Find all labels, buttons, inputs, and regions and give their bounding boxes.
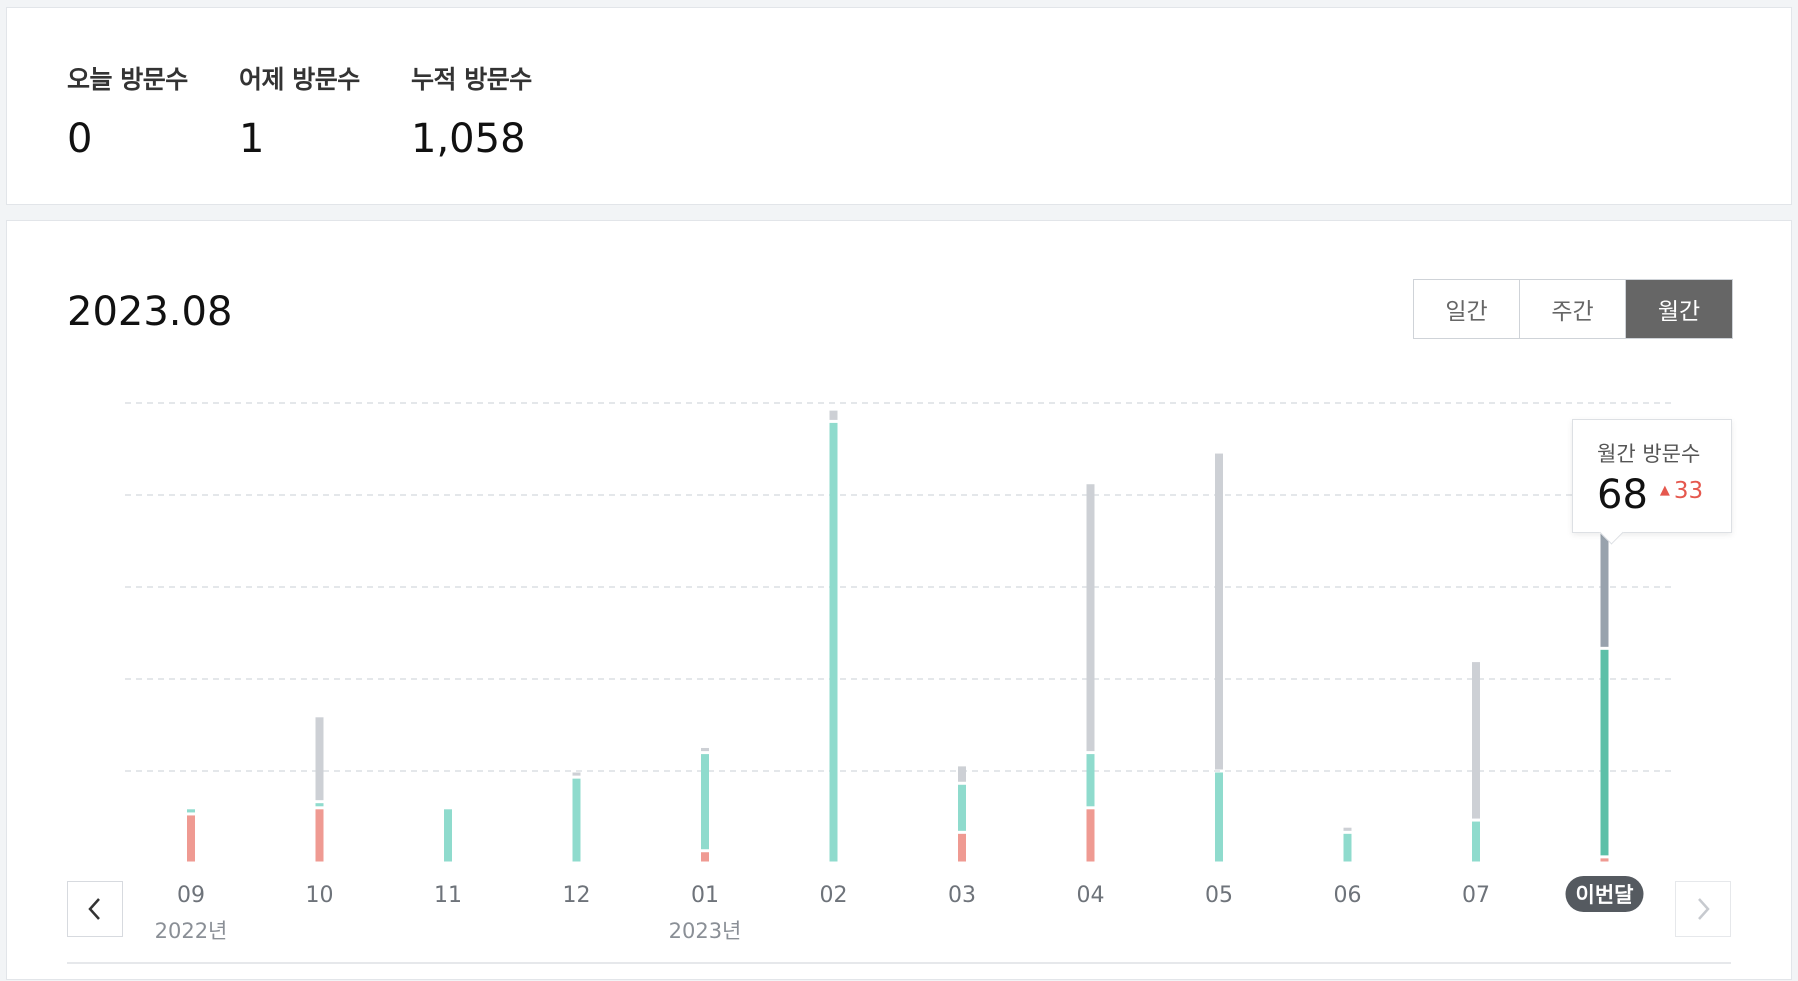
stat-label: 오늘 방문수: [67, 65, 188, 94]
bar-segment: [829, 422, 838, 862]
stat-total: 누적 방문수 1,058: [411, 60, 532, 162]
bar-segment: [701, 852, 709, 862]
bar-segment: [1215, 453, 1223, 770]
stat-value: 1: [239, 116, 265, 162]
divider: [67, 962, 1731, 964]
year-label: 2022년: [155, 919, 228, 943]
period-title: 2023.08: [67, 289, 233, 335]
bar-segment: [315, 803, 324, 807]
tick-label: 06: [1334, 883, 1362, 908]
tooltip-value: 68: [1597, 472, 1648, 518]
visitor-stats-panel: 오늘 방문수 0 어제 방문수 1 누적 방문수 1,058: [6, 7, 1792, 205]
stat-label: 누적 방문수: [411, 65, 532, 94]
period-tabs: 일간 주간 월간: [1413, 279, 1733, 339]
tab-monthly[interactable]: 월간: [1626, 280, 1732, 338]
tooltip-label: 월간 방문수: [1597, 442, 1701, 466]
bar-segment: [315, 809, 324, 862]
bar-segment: [572, 778, 581, 862]
bar-segment: [1086, 754, 1095, 807]
tick-label: 03: [948, 883, 976, 908]
tick-label: 12: [563, 883, 591, 908]
year-label: 2023년: [669, 919, 742, 943]
monthly-visits-chart: 09 10 11 12 01 02 03 04 05 06 07 이번달 2022년 2023년: [125, 402, 1673, 943]
bar-segment: [1472, 662, 1480, 819]
tooltip-value-row: 68 ▲ 33: [1597, 472, 1731, 518]
bar-segment: [1472, 821, 1480, 862]
chevron-left-icon: [88, 898, 100, 920]
bar-segment: [701, 754, 709, 850]
bar-segment: [958, 833, 966, 862]
tab-weekly[interactable]: 주간: [1520, 280, 1626, 338]
bar-segment: [1086, 809, 1095, 862]
bar-segment: [187, 809, 195, 813]
bar-segment: [444, 809, 452, 862]
bar-segment: [315, 717, 324, 801]
tab-daily[interactable]: 일간: [1414, 280, 1520, 338]
monthly-visits-tooltip: 월간 방문수 68 ▲ 33: [1572, 419, 1732, 533]
bar-segment: [958, 784, 966, 831]
stat-today: 오늘 방문수 0: [67, 60, 188, 162]
tick-label: 11: [434, 883, 462, 908]
bar-segment: [1343, 833, 1352, 862]
tick-label: 02: [820, 883, 848, 908]
tick-label: 04: [1077, 883, 1105, 908]
bar-segment: [701, 747, 709, 752]
bar-segment: [1600, 858, 1609, 862]
chevron-right-icon: [1698, 898, 1710, 920]
tick-label: 09: [177, 883, 205, 908]
tick-label: 01: [691, 883, 719, 908]
next-period-button[interactable]: [1675, 881, 1731, 937]
bar-segment: [1086, 484, 1095, 752]
stat-value: 1,058: [411, 116, 526, 162]
tick-label-current: 이번달: [1576, 883, 1634, 907]
stat-value: 0: [67, 116, 93, 162]
tooltip-delta: 33: [1673, 478, 1704, 504]
bar-segment: [958, 766, 966, 782]
bar-segment: [1215, 772, 1223, 862]
bar-segment: [1600, 447, 1609, 647]
tick-label: 07: [1462, 883, 1490, 908]
triangle-up-icon: ▲: [1659, 483, 1670, 498]
visitor-chart-panel: 2023.08 일간 주간 월간 09 10 11 12 01 02 03 04 05 06 07 이…: [6, 220, 1792, 980]
bar-segment: [1343, 827, 1352, 831]
tick-label: 05: [1205, 883, 1233, 908]
bar-segment: [572, 772, 581, 776]
current-month-pill: [1565, 876, 1644, 912]
bar-segment: [1600, 649, 1609, 856]
bar-segment: [187, 815, 195, 862]
stat-label: 어제 방문수: [239, 65, 360, 94]
stat-yesterday: 어제 방문수 1: [239, 60, 360, 162]
bar-segment: [829, 410, 838, 420]
prev-period-button[interactable]: [67, 881, 123, 937]
tick-label: 10: [306, 883, 334, 908]
